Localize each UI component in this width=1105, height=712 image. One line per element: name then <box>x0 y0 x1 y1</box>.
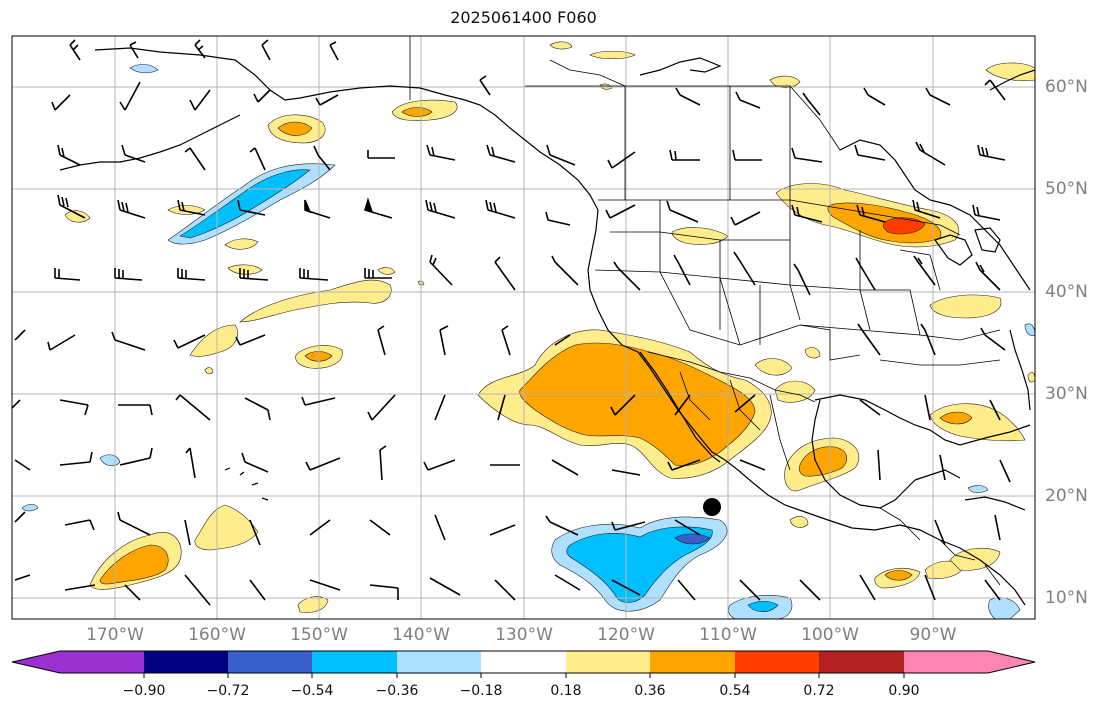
lon-label-140w: 140°W <box>392 625 450 645</box>
lon-label-110w: 110°W <box>699 625 757 645</box>
map-frame <box>11 35 1036 620</box>
lon-label-130w: 130°W <box>495 625 553 645</box>
colorbar-label: −0.36 <box>375 683 419 699</box>
map-title: 2025061400 F060 <box>450 8 597 27</box>
lon-label-120w: 120°W <box>597 625 655 645</box>
lat-label-60n: 60°N <box>1045 77 1088 97</box>
political-borders <box>409 36 1001 586</box>
colorbar-label: 0.36 <box>634 683 666 699</box>
lon-label-150w: 150°W <box>290 625 348 645</box>
location-marker <box>703 498 721 516</box>
colorbar-label: −0.54 <box>290 683 334 699</box>
lon-label-90w: 90°W <box>909 625 957 645</box>
colorbar-label: 0.54 <box>719 683 751 699</box>
lat-label-10n: 10°N <box>1045 588 1088 608</box>
lon-label-100w: 100°W <box>801 625 859 645</box>
colorbar-label: 0.90 <box>888 683 920 699</box>
lon-label-170w: 170°W <box>86 625 144 645</box>
colorbar-label: −0.72 <box>206 683 250 699</box>
colorbar-extend-max <box>988 651 1035 673</box>
colorbar <box>11 650 1036 674</box>
colorbar-label: 0.72 <box>803 683 835 699</box>
gridlines <box>12 36 1035 619</box>
lon-label-160w: 160°W <box>188 625 246 645</box>
colorbar-label: −0.18 <box>459 683 503 699</box>
lat-label-20n: 20°N <box>1045 486 1088 506</box>
positive-anomaly-contours <box>64 41 1035 613</box>
wind-barbs <box>12 39 1011 606</box>
colorbar-label: 0.18 <box>550 683 582 699</box>
colorbar-extend-min <box>12 651 60 673</box>
colorbar-label: −0.90 <box>122 683 166 699</box>
colorbar-ticks <box>143 673 905 678</box>
lat-label-40n: 40°N <box>1045 282 1088 302</box>
lat-label-30n: 30°N <box>1045 384 1088 404</box>
coastlines <box>59 47 1035 606</box>
lat-label-50n: 50°N <box>1045 179 1088 199</box>
